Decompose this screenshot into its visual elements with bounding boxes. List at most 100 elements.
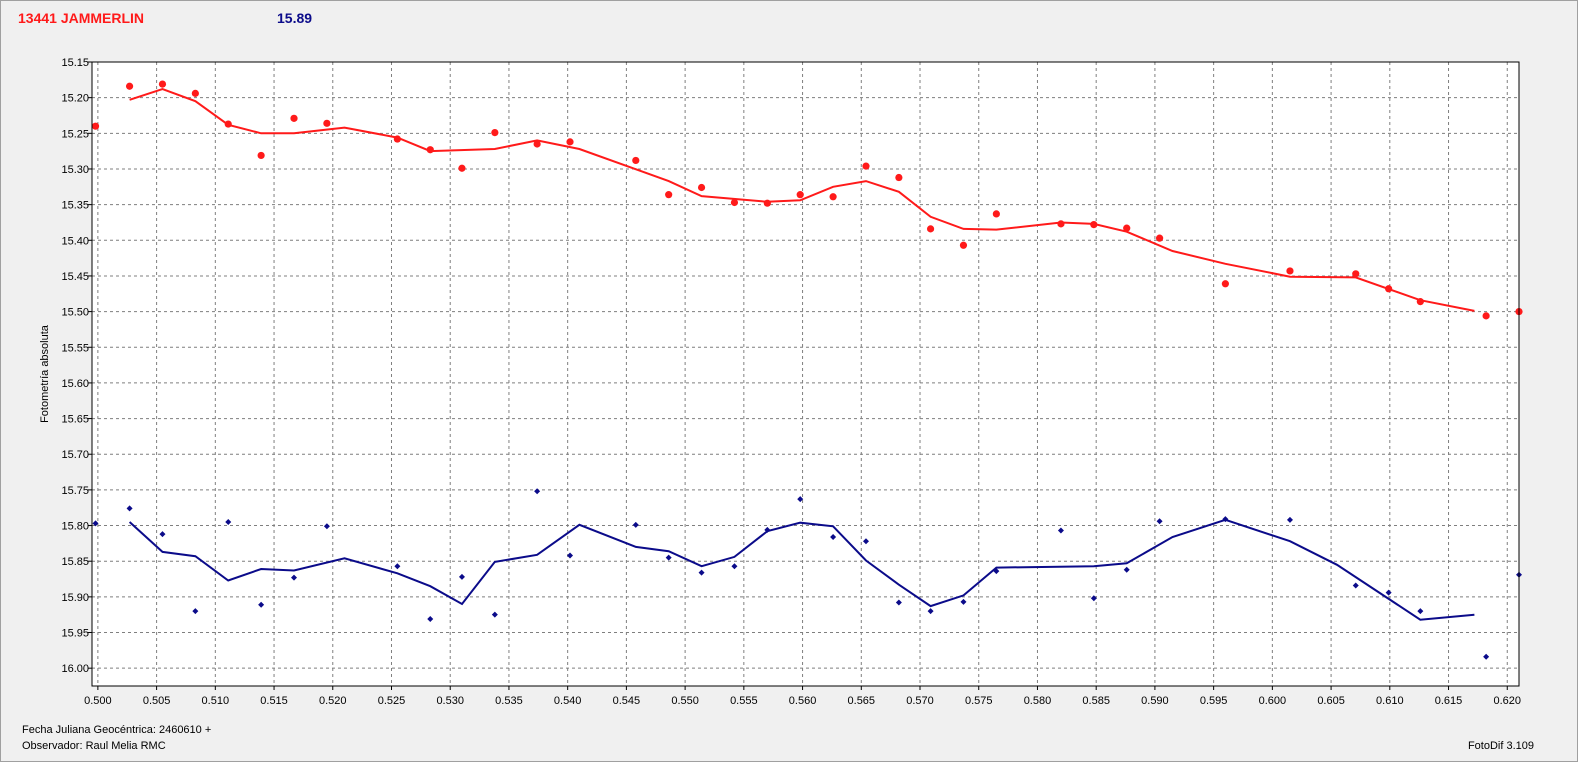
y-tick-label: 15.20 bbox=[61, 93, 89, 105]
series-2-point bbox=[1385, 589, 1392, 596]
series-1-trend-line bbox=[129, 88, 1475, 312]
plot-frame bbox=[91, 61, 1520, 687]
software-version: FotoDif 3.109 bbox=[1467, 740, 1534, 752]
series-2-point bbox=[258, 601, 265, 608]
magnitude-value: 15.89 bbox=[277, 10, 313, 26]
x-tick-label: 0.565 bbox=[848, 695, 876, 707]
series-1-point bbox=[491, 129, 499, 137]
x-tick-label: 0.525 bbox=[378, 695, 406, 707]
series-2-point bbox=[192, 608, 199, 615]
x-tick-label: 0.500 bbox=[84, 695, 112, 707]
series-2-point bbox=[731, 563, 738, 570]
x-tick-label: 0.530 bbox=[436, 695, 464, 707]
plot-area bbox=[92, 62, 1519, 686]
series-2-point bbox=[895, 599, 902, 606]
series-1-point bbox=[1156, 234, 1164, 242]
x-tick-label: 0.560 bbox=[789, 695, 817, 707]
series-1-point bbox=[257, 151, 265, 160]
y-tick-label: 15.65 bbox=[61, 414, 89, 426]
series-2-point bbox=[1222, 516, 1229, 523]
grid-lines bbox=[92, 61, 1519, 686]
series-2-point bbox=[1057, 527, 1064, 534]
series-2-point bbox=[665, 554, 672, 561]
series-1-point bbox=[926, 225, 935, 233]
y-axis-ticks: 15.15 15.20 15.25 15.30 15.35 15.40 15.45 15.50… bbox=[61, 57, 92, 675]
series-2-point bbox=[993, 568, 1000, 575]
x-tick-label: 0.600 bbox=[1259, 695, 1287, 707]
series-1-point bbox=[323, 119, 331, 127]
y-tick-label: 15.50 bbox=[61, 307, 89, 319]
series-2-point bbox=[1352, 582, 1359, 589]
y-tick-label: 15.35 bbox=[61, 200, 89, 212]
series-1-point bbox=[1123, 224, 1131, 232]
data-points bbox=[91, 80, 1523, 660]
series-1-point bbox=[91, 122, 100, 130]
series-1-point bbox=[1385, 285, 1393, 293]
series-1-point bbox=[697, 183, 706, 192]
x-tick-label: 0.615 bbox=[1435, 695, 1463, 707]
y-tick-label: 16.00 bbox=[61, 663, 89, 675]
series-1-point bbox=[1090, 220, 1098, 229]
series-1-point bbox=[125, 82, 134, 90]
x-tick-label: 0.515 bbox=[260, 695, 288, 707]
series-2-point bbox=[1156, 518, 1163, 525]
series-1-point bbox=[566, 138, 574, 146]
x-tick-label: 0.555 bbox=[730, 695, 758, 707]
y-tick-label: 15.60 bbox=[61, 378, 89, 390]
x-tick-label: 0.575 bbox=[965, 695, 993, 707]
series-1-point bbox=[895, 173, 903, 182]
series-1-point bbox=[458, 164, 466, 172]
series-1-point bbox=[290, 114, 298, 122]
series-1-point bbox=[1286, 267, 1294, 275]
series-2-point bbox=[862, 538, 869, 545]
y-tick-label: 15.40 bbox=[61, 235, 89, 247]
series-2-point bbox=[797, 496, 804, 503]
series-2-point bbox=[1090, 595, 1097, 602]
x-tick-label: 0.570 bbox=[906, 695, 934, 707]
x-tick-label: 0.550 bbox=[671, 695, 699, 707]
series-2-point bbox=[1286, 516, 1293, 523]
series-1-point bbox=[796, 191, 804, 199]
series-1-point bbox=[992, 210, 1000, 218]
series-2-point bbox=[225, 518, 232, 525]
series-1-point bbox=[1416, 298, 1424, 306]
observer-label: Observador: Raul Melia RMC bbox=[22, 740, 166, 752]
object-title: 13441 JAMMERLIN bbox=[18, 10, 145, 26]
series-1-point bbox=[158, 80, 167, 88]
series-2-point bbox=[92, 520, 99, 527]
series-1-point bbox=[393, 135, 401, 143]
series-2-point bbox=[960, 598, 967, 605]
x-tick-label: 0.540 bbox=[554, 695, 582, 707]
series-1-point bbox=[1221, 280, 1229, 288]
y-axis-label: Fotometría absoluta bbox=[39, 324, 51, 423]
series-2-trend-line bbox=[128, 518, 1475, 621]
x-tick-label: 0.610 bbox=[1376, 695, 1404, 707]
series-2-point bbox=[291, 574, 298, 581]
y-tick-label: 15.30 bbox=[61, 164, 89, 176]
x-tick-label: 0.545 bbox=[613, 695, 641, 707]
series-1-point bbox=[665, 191, 673, 199]
series-2-point bbox=[159, 531, 166, 538]
y-tick-label: 15.85 bbox=[61, 556, 89, 568]
x-tick-label: 0.620 bbox=[1493, 695, 1521, 707]
series-1-point bbox=[829, 193, 837, 201]
x-tick-label: 0.585 bbox=[1082, 695, 1110, 707]
series-2-point bbox=[394, 563, 401, 570]
series-2-point bbox=[427, 615, 434, 622]
x-tick-label: 0.505 bbox=[143, 695, 171, 707]
julian-date-label: Fecha Juliana Geocéntrica: 2460610 + bbox=[22, 724, 212, 736]
series-1-point bbox=[862, 162, 870, 170]
y-tick-label: 15.90 bbox=[61, 592, 89, 604]
series-2-point bbox=[632, 521, 639, 528]
x-axis-ticks: 0.500 0.505 0.510 0.515 0.520 0.525 0.530 0.535… bbox=[84, 686, 1521, 707]
y-tick-label: 15.45 bbox=[61, 271, 89, 283]
y-tick-label: 15.75 bbox=[61, 485, 89, 497]
y-tick-label: 15.55 bbox=[61, 342, 89, 354]
series-2-point bbox=[567, 552, 574, 559]
series-2-point bbox=[1123, 566, 1130, 573]
x-tick-label: 0.580 bbox=[1024, 695, 1052, 707]
series-2-point bbox=[830, 533, 837, 540]
y-tick-label: 15.70 bbox=[61, 449, 89, 461]
series-1-point bbox=[224, 120, 232, 128]
